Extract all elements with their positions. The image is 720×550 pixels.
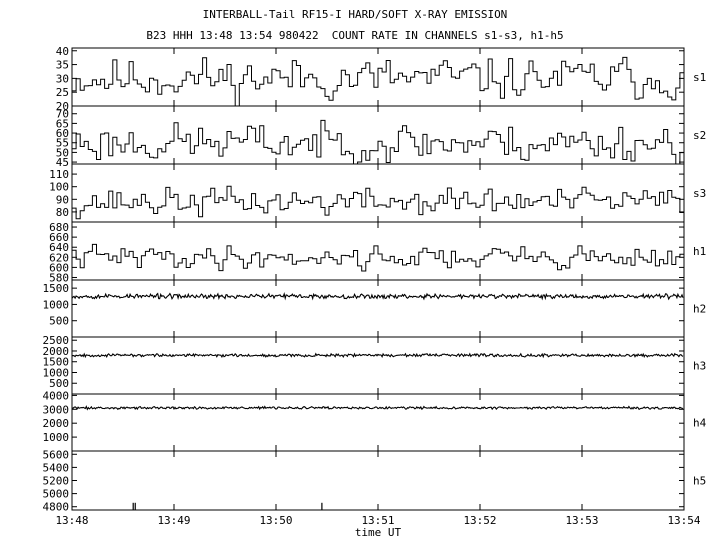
x-tick-label: 13:53 — [565, 514, 598, 527]
y-tick-label: 5200 — [43, 475, 70, 488]
y-tick-label: 5000 — [43, 488, 70, 501]
panel-frame — [71, 279, 685, 338]
y-tick-label: 50 — [56, 146, 69, 159]
y-tick-label: 90 — [56, 193, 69, 206]
y-tick-label: 2500 — [43, 334, 70, 347]
panel-frame — [71, 163, 685, 223]
series-line-h3 — [71, 352, 684, 359]
channel-label-h5: h5 — [693, 475, 706, 488]
y-tick-label: 500 — [49, 377, 69, 390]
y-tick-label: 5600 — [43, 448, 70, 461]
channel-label-h3: h3 — [693, 360, 706, 373]
y-tick-label: 30 — [56, 72, 69, 85]
channel-label-s3: s3 — [693, 187, 706, 200]
y-tick-label: 620 — [49, 251, 69, 264]
y-tick-label: 55 — [56, 137, 69, 150]
y-tick-label: 100 — [49, 181, 69, 194]
y-tick-label: 4000 — [43, 389, 70, 402]
channel-label-h2: h2 — [693, 303, 706, 316]
y-tick-label: 35 — [56, 59, 69, 72]
y-tick-label: 640 — [49, 241, 69, 254]
y-tick-label: 110 — [49, 168, 69, 181]
x-tick-label: 13:50 — [259, 514, 292, 527]
x-axis-label: time UT — [355, 526, 402, 539]
y-tick-label: 70 — [56, 108, 69, 121]
series-line-h2 — [71, 291, 684, 301]
y-tick-label: 5400 — [43, 461, 70, 474]
y-tick-label: 60 — [56, 127, 69, 140]
channel-label-h4: h4 — [693, 417, 707, 430]
y-tick-label: 1500 — [43, 282, 70, 295]
y-tick-label: 2000 — [43, 345, 70, 358]
x-tick-label: 13:48 — [55, 514, 88, 527]
y-tick-label: 65 — [56, 117, 69, 130]
series-line-h4 — [71, 405, 684, 411]
y-tick-label: 1000 — [43, 298, 70, 311]
panel-frame — [71, 336, 685, 395]
channel-label-s2: s2 — [693, 129, 706, 142]
y-tick-label: 45 — [56, 156, 69, 169]
x-tick-label: 13:49 — [157, 514, 190, 527]
y-tick-label: 2000 — [43, 417, 70, 430]
y-tick-label: 680 — [49, 221, 69, 234]
panel-frame — [71, 393, 685, 452]
y-tick-label: 4800 — [43, 501, 70, 514]
y-tick-label: 25 — [56, 86, 69, 99]
chart-title: INTERBALL-Tail RF15-I HARD/SOFT X-RAY EM… — [202, 8, 508, 21]
y-tick-label: 500 — [49, 315, 69, 328]
channel-label-s1: s1 — [693, 71, 706, 84]
x-tick-label: 13:54 — [667, 514, 700, 527]
y-tick-label: 20 — [56, 100, 69, 113]
y-tick-label: 80 — [56, 206, 69, 219]
series-line-s3 — [72, 185, 684, 220]
x-tick-label: 13:51 — [361, 514, 394, 527]
y-tick-label: 40 — [56, 45, 69, 58]
y-tick-label: 3000 — [43, 403, 70, 416]
panel-frame — [71, 105, 685, 165]
y-tick-label: 1500 — [43, 356, 70, 369]
x-tick-label: 13:52 — [463, 514, 496, 527]
chart-subtitle: B23 HHH 13:48 13:54 980422 COUNT RATE IN… — [146, 29, 564, 42]
series-line-s2 — [72, 119, 684, 165]
y-tick-label: 1000 — [43, 431, 70, 444]
panel-frame — [71, 450, 685, 511]
y-tick-label: 600 — [49, 261, 69, 274]
y-tick-label: 1000 — [43, 366, 70, 379]
series-line-s1 — [72, 56, 684, 107]
panel-h2: 1500 1000 500 h2 — [43, 279, 706, 338]
channel-label-h1: h1 — [693, 245, 706, 258]
series-line-h1 — [72, 243, 684, 272]
y-tick-label: 660 — [49, 231, 69, 244]
y-tick-label: 580 — [49, 271, 69, 284]
